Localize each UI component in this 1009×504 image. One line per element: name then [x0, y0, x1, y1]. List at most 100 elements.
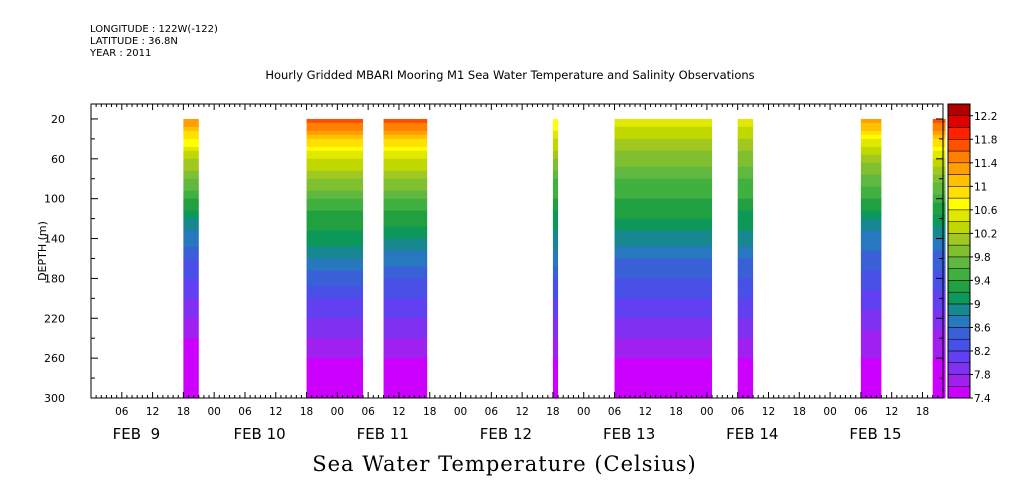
temperature-cell — [552, 270, 559, 275]
plot-frame — [90, 103, 944, 399]
temperature-cell — [183, 326, 199, 331]
temperature-cell — [860, 346, 882, 351]
temperature-cell — [932, 374, 946, 379]
temperature-cell — [183, 198, 199, 204]
temperature-cell — [383, 118, 428, 124]
temperature-cell — [183, 366, 199, 371]
temperature-cell — [737, 310, 754, 315]
temperature-cell — [737, 174, 754, 180]
temperature-cell — [306, 346, 364, 351]
temperature-cell — [932, 250, 946, 255]
temperature-cell — [306, 214, 364, 220]
temperature-cell — [932, 358, 946, 363]
temperature-cell — [860, 202, 882, 208]
temperature-cell — [614, 230, 713, 236]
temperature-cell — [383, 122, 428, 128]
longitude-text: LONGITUDE : 122W(-122) — [90, 24, 218, 35]
colorbar-swatch — [947, 338, 971, 352]
temperature-cell — [614, 162, 713, 168]
temperature-cell — [737, 222, 754, 228]
temperature-cell — [552, 230, 559, 236]
temperature-cell — [932, 138, 946, 144]
temperature-cell — [860, 118, 882, 124]
temperature-cell — [614, 146, 713, 152]
temperature-cell — [383, 182, 428, 188]
temperature-cell — [552, 162, 559, 168]
temperature-cell — [932, 338, 946, 343]
temperature-cell — [614, 194, 713, 200]
temperature-cell — [383, 170, 428, 176]
colorbar-swatch — [947, 127, 971, 140]
x-day-label: FEB 9 — [113, 425, 160, 443]
temperature-cell — [614, 174, 713, 180]
temperature-cell — [614, 122, 713, 128]
temperature-cell — [614, 222, 713, 228]
temperature-cell — [737, 278, 754, 283]
temperature-cell — [552, 274, 559, 279]
temperature-cell — [860, 282, 882, 287]
temperature-cell — [552, 278, 559, 283]
temperature-cell — [737, 250, 754, 255]
x-hour-label: 12 — [885, 406, 898, 418]
x-day-label: FEB 14 — [726, 425, 778, 443]
temperature-cell — [306, 282, 364, 287]
x-hour-label: 12 — [269, 406, 282, 418]
x-hour-label: 06 — [731, 406, 745, 418]
temperature-cell — [183, 218, 199, 224]
temperature-cell — [383, 318, 428, 323]
temperature-cell — [614, 370, 713, 375]
temperature-cell — [614, 390, 713, 395]
temperature-cell — [614, 210, 713, 216]
temperature-cell — [737, 178, 754, 184]
temperature-cell — [306, 130, 364, 136]
colorbar-swatch — [947, 139, 971, 152]
temperature-cell — [932, 394, 946, 399]
temperature-cell — [860, 270, 882, 275]
temperature-cell — [183, 294, 199, 299]
temperature-cell — [737, 318, 754, 323]
temperature-cell — [614, 206, 713, 212]
temperature-cell — [614, 386, 713, 391]
temperature-cell — [932, 370, 946, 375]
temperature-cell — [183, 346, 199, 351]
temperature-cell — [737, 182, 754, 188]
temperature-cell — [737, 378, 754, 383]
temperature-cell — [183, 286, 199, 291]
temperature-cell — [306, 234, 364, 240]
temperature-cell — [383, 154, 428, 160]
temperature-cell — [614, 358, 713, 363]
temperature-cell — [306, 158, 364, 164]
y-tick-label: 140 — [44, 233, 65, 246]
temperature-cell — [552, 130, 559, 136]
temperature-cell — [932, 266, 946, 271]
temperature-cell — [552, 250, 559, 255]
temperature-cell — [183, 210, 199, 216]
temperature-cell — [383, 238, 428, 244]
temperature-cell — [306, 394, 364, 399]
temperature-cell — [306, 306, 364, 311]
temperature-cell — [306, 254, 364, 259]
temperature-cell — [552, 266, 559, 271]
temperature-cell — [737, 158, 754, 164]
temperature-cell — [614, 310, 713, 315]
temperature-cell — [614, 306, 713, 311]
temperature-cell — [932, 342, 946, 347]
temperature-cell — [737, 134, 754, 140]
temperature-cell — [932, 278, 946, 283]
temperature-cell — [860, 206, 882, 212]
temperature-cell — [552, 138, 559, 144]
temperature-cell — [383, 142, 428, 148]
x-hour-label: 00 — [454, 406, 467, 418]
temperature-cell — [737, 154, 754, 160]
temperature-cell — [614, 330, 713, 335]
temperature-cell — [183, 246, 199, 252]
temperature-cell — [932, 310, 946, 315]
temperature-cell — [932, 162, 946, 168]
temperature-cell — [183, 150, 199, 156]
temperature-cell — [932, 318, 946, 323]
temperature-cell — [383, 286, 428, 291]
temperature-cell — [552, 346, 559, 351]
temperature-cell — [932, 118, 946, 124]
temperature-cell — [383, 374, 428, 379]
temperature-cell — [860, 134, 882, 140]
